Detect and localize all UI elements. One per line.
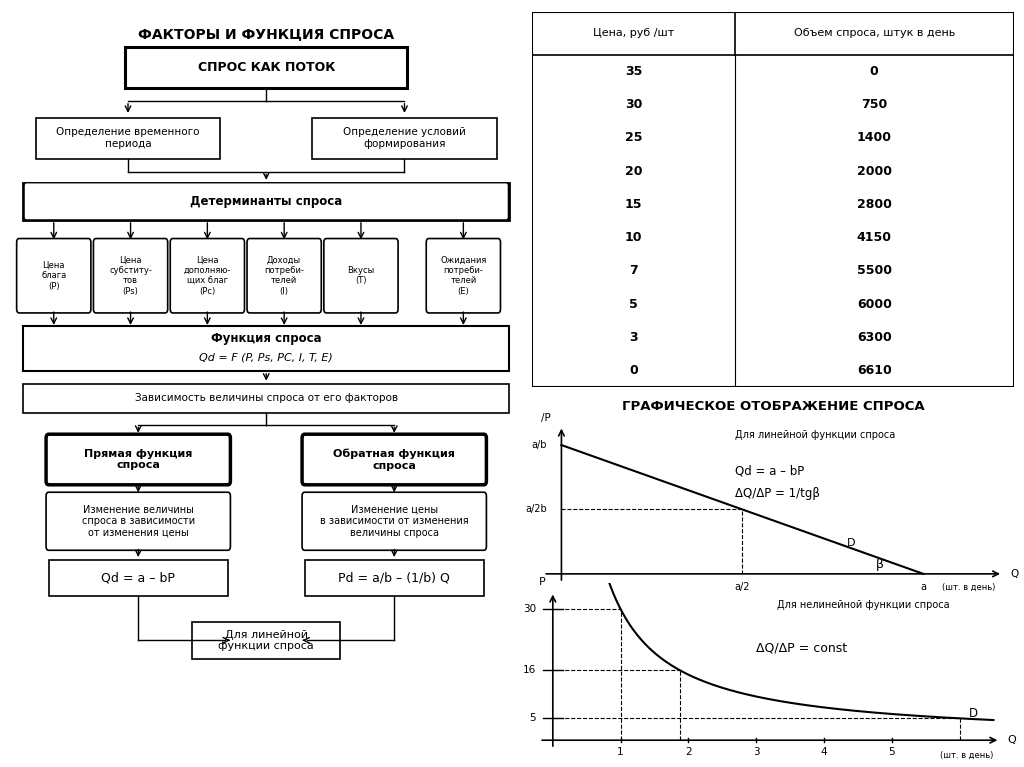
Text: 4150: 4150 bbox=[857, 231, 892, 244]
Text: 30: 30 bbox=[625, 98, 642, 111]
Text: 15: 15 bbox=[625, 198, 642, 211]
Text: Изменение величины
спроса в зависимости
от изменения цены: Изменение величины спроса в зависимости … bbox=[82, 505, 195, 538]
FancyBboxPatch shape bbox=[302, 434, 486, 485]
FancyBboxPatch shape bbox=[170, 239, 245, 313]
Text: Pd = a/b – (1/b) Q: Pd = a/b – (1/b) Q bbox=[338, 571, 451, 584]
Text: 6610: 6610 bbox=[857, 364, 892, 377]
Text: 35: 35 bbox=[625, 65, 642, 78]
Text: Qd = a – bP: Qd = a – bP bbox=[735, 464, 805, 477]
Text: 25: 25 bbox=[625, 131, 642, 144]
Text: Ожидания
потреби-
телей
(E): Ожидания потреби- телей (E) bbox=[440, 255, 486, 296]
Text: ΔQ/ΔP = 1/tgβ: ΔQ/ΔP = 1/tgβ bbox=[735, 488, 820, 501]
Text: 5: 5 bbox=[629, 298, 638, 311]
FancyBboxPatch shape bbox=[426, 239, 501, 313]
Text: Обратная функция
спроса: Обратная функция спроса bbox=[333, 449, 456, 470]
Text: Цена, руб /шт: Цена, руб /шт bbox=[593, 28, 674, 38]
Text: /P: /P bbox=[541, 413, 551, 423]
Text: 750: 750 bbox=[861, 98, 888, 111]
Text: Qd = a – bP: Qd = a – bP bbox=[101, 571, 175, 584]
Text: 1400: 1400 bbox=[857, 131, 892, 144]
Text: 2000: 2000 bbox=[857, 165, 892, 178]
Text: 6000: 6000 bbox=[857, 298, 892, 311]
Text: СПРОС КАК ПОТОК: СПРОС КАК ПОТОК bbox=[198, 61, 335, 74]
Text: D: D bbox=[969, 707, 978, 720]
Text: Qd = F (P, Ps, PC, I, T, E): Qd = F (P, Ps, PC, I, T, E) bbox=[200, 353, 333, 363]
FancyBboxPatch shape bbox=[46, 434, 230, 485]
Text: Вкусы
(T): Вкусы (T) bbox=[347, 266, 375, 285]
Text: Определение условий
формирования: Определение условий формирования bbox=[343, 127, 466, 149]
Text: Для линейной
функции спроса: Для линейной функции спроса bbox=[218, 630, 314, 651]
Text: 4: 4 bbox=[820, 747, 827, 757]
FancyBboxPatch shape bbox=[302, 492, 486, 550]
FancyBboxPatch shape bbox=[193, 622, 340, 659]
FancyBboxPatch shape bbox=[25, 183, 509, 220]
Text: 5: 5 bbox=[529, 713, 536, 723]
Text: 30: 30 bbox=[522, 604, 536, 614]
Text: 2: 2 bbox=[685, 747, 691, 757]
Text: 5: 5 bbox=[889, 747, 895, 757]
FancyBboxPatch shape bbox=[49, 560, 228, 596]
Text: 0: 0 bbox=[629, 364, 638, 377]
FancyBboxPatch shape bbox=[125, 47, 408, 88]
FancyBboxPatch shape bbox=[23, 183, 510, 220]
Text: 0: 0 bbox=[869, 65, 879, 78]
Text: Q: Q bbox=[1010, 569, 1019, 579]
Text: ФАКТОРЫ И ФУНКЦИЯ СПРОСА: ФАКТОРЫ И ФУНКЦИЯ СПРОСА bbox=[138, 27, 394, 41]
Text: 2800: 2800 bbox=[857, 198, 892, 211]
Text: P: P bbox=[540, 578, 546, 588]
FancyBboxPatch shape bbox=[324, 239, 398, 313]
Text: Детерминанты спроса: Детерминанты спроса bbox=[190, 195, 342, 208]
Text: ГРАФИЧЕСКОЕ ОТОБРАЖЕНИЕ СПРОСА: ГРАФИЧЕСКОЕ ОТОБРАЖЕНИЕ СПРОСА bbox=[622, 400, 925, 413]
Text: Для линейной функции спроса: Для линейной функции спроса bbox=[735, 430, 895, 439]
Text: 10: 10 bbox=[625, 231, 642, 244]
Text: 20: 20 bbox=[625, 165, 642, 178]
Text: Изменение цены
в зависимости от изменения
величины спроса: Изменение цены в зависимости от изменени… bbox=[319, 505, 469, 538]
Text: Прямая функция
спроса: Прямая функция спроса bbox=[84, 449, 193, 470]
Text: 7: 7 bbox=[629, 265, 638, 278]
Text: a/2b: a/2b bbox=[525, 505, 547, 515]
FancyBboxPatch shape bbox=[23, 326, 510, 371]
Text: D: D bbox=[847, 538, 855, 548]
Text: 6300: 6300 bbox=[857, 331, 892, 344]
FancyBboxPatch shape bbox=[305, 560, 484, 596]
Text: Определение временного
периода: Определение временного периода bbox=[56, 127, 200, 149]
Text: Цена
дополняю-
щих благ
(Pc): Цена дополняю- щих благ (Pc) bbox=[183, 255, 231, 296]
Text: Доходы
потреби-
телей
(I): Доходы потреби- телей (I) bbox=[264, 255, 304, 296]
Text: (шт. в день): (шт. в день) bbox=[940, 751, 993, 760]
Text: ΔQ/ΔP = const: ΔQ/ΔP = const bbox=[756, 642, 847, 655]
FancyBboxPatch shape bbox=[93, 239, 168, 313]
FancyBboxPatch shape bbox=[46, 492, 230, 550]
Text: 3: 3 bbox=[753, 747, 760, 757]
Text: (шт. в день): (шт. в день) bbox=[942, 583, 995, 592]
Text: Объем спроса, штук в день: Объем спроса, штук в день bbox=[794, 28, 954, 38]
Text: 16: 16 bbox=[522, 665, 536, 675]
Text: Зависимость величины спроса от его факторов: Зависимость величины спроса от его факто… bbox=[135, 393, 397, 403]
Text: Цена
блага
(P): Цена блага (P) bbox=[41, 261, 67, 291]
Text: a/b: a/b bbox=[531, 440, 547, 450]
Text: Функция спроса: Функция спроса bbox=[211, 332, 322, 344]
Text: Q: Q bbox=[1007, 736, 1016, 746]
FancyBboxPatch shape bbox=[247, 239, 322, 313]
Text: 3: 3 bbox=[629, 331, 638, 344]
FancyBboxPatch shape bbox=[23, 384, 510, 413]
Text: Цена
субститу-
тов
(Ps): Цена субститу- тов (Ps) bbox=[110, 255, 152, 296]
FancyBboxPatch shape bbox=[312, 117, 497, 159]
Text: 5500: 5500 bbox=[857, 265, 892, 278]
FancyBboxPatch shape bbox=[16, 239, 91, 313]
Text: a/2: a/2 bbox=[734, 582, 751, 592]
Text: β: β bbox=[876, 558, 884, 571]
Text: Для нелинейной функции спроса: Для нелинейной функции спроса bbox=[776, 600, 949, 610]
Text: a: a bbox=[921, 582, 927, 592]
FancyBboxPatch shape bbox=[36, 117, 220, 159]
Text: 1: 1 bbox=[617, 747, 624, 757]
